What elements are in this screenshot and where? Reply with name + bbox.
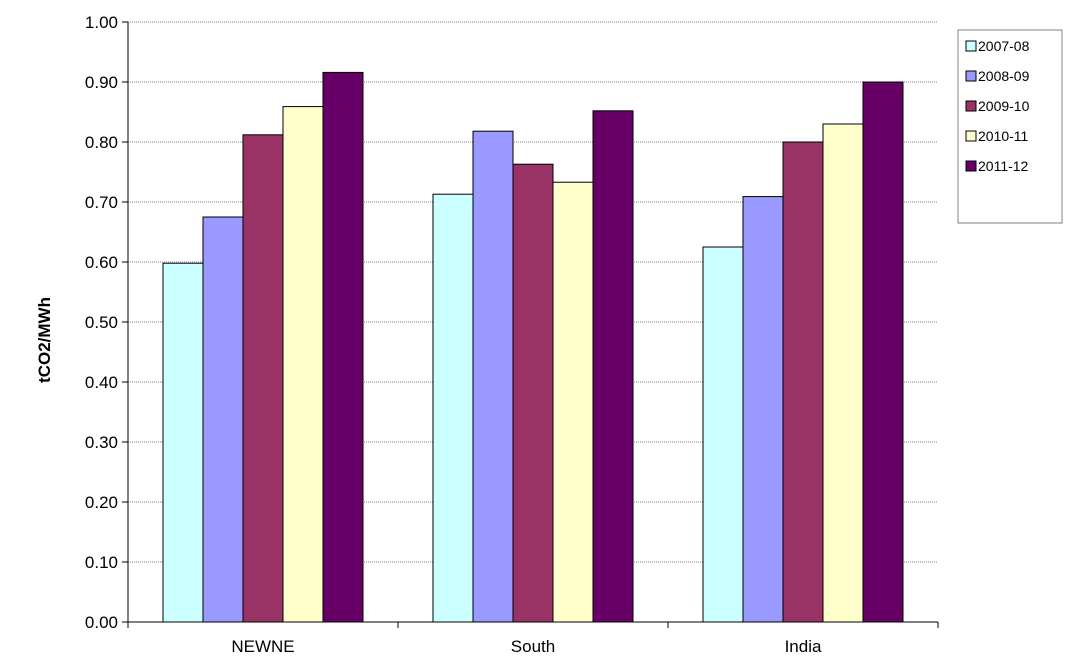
bar-2008-09-India [742,196,784,623]
bars [162,71,904,623]
y-tick-labels: 0.00 0.10 0.20 0.30 0.40 0.50 0.60 0.70 0.80 0.90… [85,13,118,632]
y-tick-label: 1.00 [85,13,118,32]
legend: 2007-08 2008-09 2009-10 2010-11 2011-12 [957,29,1063,224]
axes [122,21,939,628]
legend-label: 2010-11 [978,128,1029,144]
bar-2008-09-South [472,130,514,623]
bar-2011-12-India [862,81,904,623]
legend-box [957,29,1063,224]
legend-label: 2011-12 [978,158,1029,174]
y-tick-label: 0.30 [85,433,118,452]
legend-swatch [965,100,977,112]
legend-swatch [965,70,977,82]
y-tick-label: 0.90 [85,73,118,92]
bar-2010-11-India [822,123,864,623]
x-tick-labels: NEWNE South India [231,637,822,656]
bar-2009-10-South [512,163,554,623]
x-tick-label: India [785,637,822,656]
bar-2008-09-NEWNE [202,216,244,623]
y-tick-label: 0.50 [85,313,118,332]
y-tick-label: 0.80 [85,133,118,152]
y-tick-label: 0.60 [85,253,118,272]
bar-2011-12-NEWNE [322,71,364,623]
bar-2007-08-South [432,193,474,623]
legend-swatch [965,130,977,142]
x-tick-label: NEWNE [231,637,294,656]
legend-items: 2007-08 2008-09 2009-10 2010-11 2011-12 [965,38,1030,174]
legend-swatch [965,160,977,172]
legend-label: 2009-10 [978,98,1030,114]
y-tick-label: 0.40 [85,373,118,392]
y-tick-label: 0.10 [85,553,118,572]
bar-2009-10-NEWNE [242,134,284,623]
y-tick-label: 0.70 [85,193,118,212]
legend-swatch [965,40,977,52]
bar-2010-11-South [552,181,594,623]
legend-label: 2008-09 [978,68,1030,84]
bar-2009-10-India [782,141,824,623]
y-tick-label: 0.20 [85,493,118,512]
bar-2010-11-NEWNE [282,106,324,623]
bar-2007-08-NEWNE [162,262,204,623]
y-axis-label: tCO2/MWh [35,297,54,383]
legend-label: 2007-08 [978,38,1030,54]
x-tick-label: South [511,637,555,656]
bar-2007-08-India [702,246,744,623]
bar-2011-12-South [592,110,634,623]
y-tick-label: 0.00 [85,613,118,632]
